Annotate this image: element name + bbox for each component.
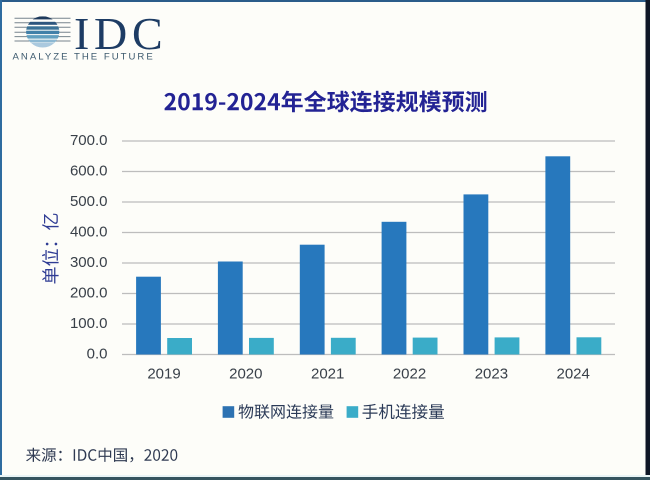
svg-text:400.0: 400.0 [70, 224, 108, 241]
svg-text:2020: 2020 [229, 366, 262, 383]
svg-text:600.0: 600.0 [70, 163, 108, 180]
svg-text:500.0: 500.0 [70, 193, 108, 210]
svg-text:100.0: 100.0 [70, 315, 108, 332]
svg-text:ANALYZE THE FUTURE: ANALYZE THE FUTURE [13, 51, 155, 62]
svg-text:IDC: IDC [74, 8, 167, 59]
svg-text:700.0: 700.0 [70, 132, 108, 149]
svg-text:2023: 2023 [475, 366, 508, 383]
svg-text:2021: 2021 [311, 366, 344, 383]
svg-text:200.0: 200.0 [70, 285, 108, 302]
svg-text:0.0: 0.0 [87, 346, 108, 363]
svg-text:2024: 2024 [557, 366, 590, 383]
svg-text:2022: 2022 [393, 366, 426, 383]
svg-text:300.0: 300.0 [70, 254, 108, 271]
svg-text:2019: 2019 [147, 366, 180, 383]
